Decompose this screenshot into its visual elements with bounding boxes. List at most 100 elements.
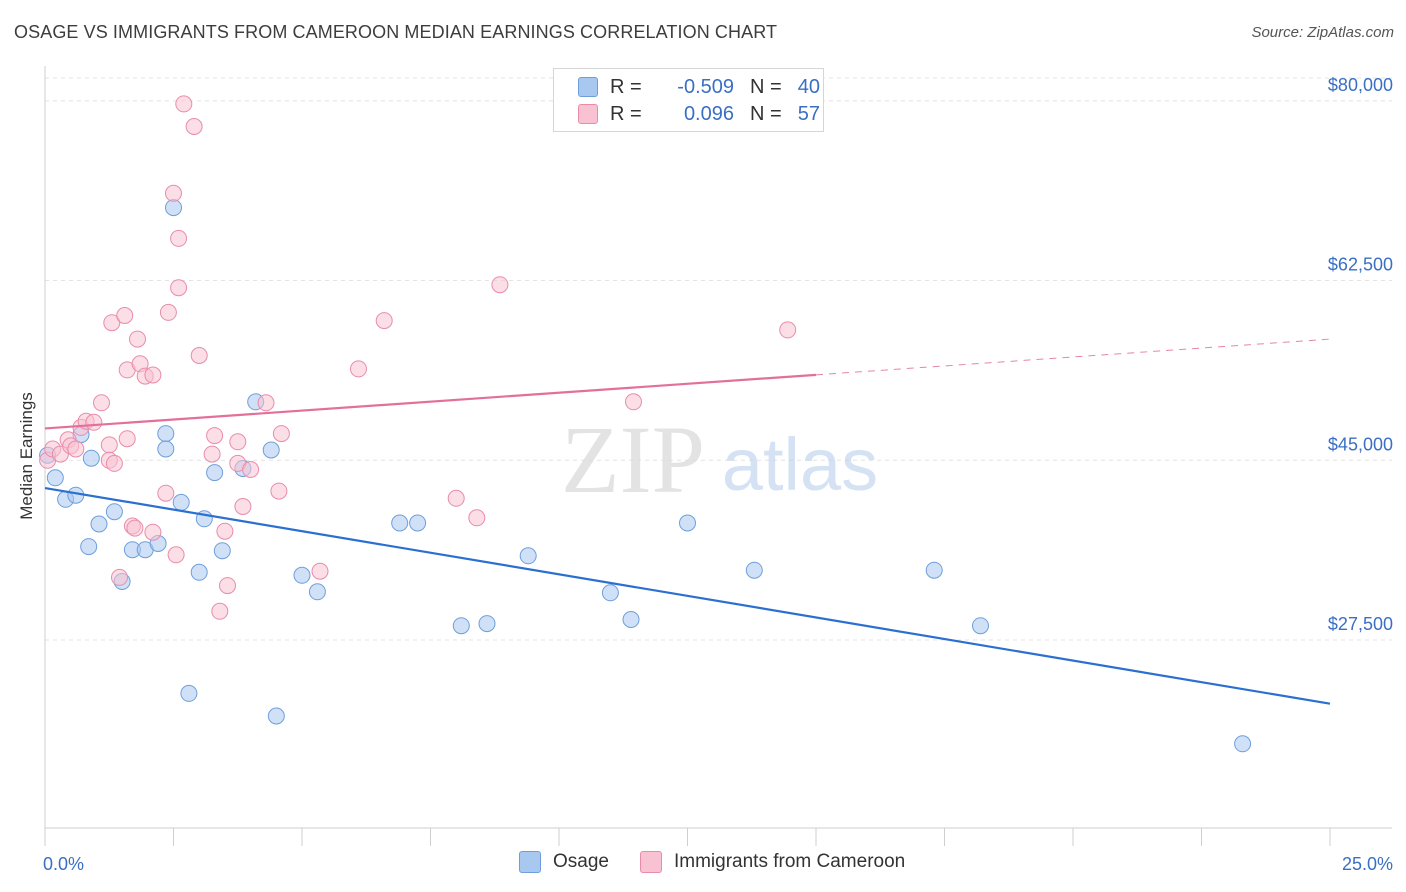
cameroon-point — [144, 523, 162, 541]
source-label: Source: ZipAtlas.com — [1251, 24, 1394, 41]
y-tick-label: $45,000 — [1328, 434, 1393, 454]
r-label: R = — [610, 102, 642, 125]
cameroon-swatch — [640, 851, 662, 873]
cameroon-point — [165, 184, 182, 202]
cameroon-point — [103, 314, 121, 332]
cameroon-point — [105, 454, 123, 472]
cameroon-point — [311, 562, 329, 580]
watermark-atlas: atlas — [722, 423, 878, 506]
osage-swatch — [519, 851, 541, 873]
cameroon-point — [234, 498, 252, 515]
legend-row-osage: R = -0.509 N = 40 — [578, 74, 820, 100]
cameroon-point — [447, 489, 465, 507]
data-points — [39, 95, 1252, 753]
legend-label: Osage — [553, 851, 609, 872]
legend-label: Immigrants from Cameroon — [674, 851, 906, 872]
osage-point — [478, 615, 496, 633]
r-value: 0.096 — [683, 102, 734, 125]
osage-point — [190, 563, 208, 581]
cameroon-point — [272, 425, 290, 443]
osage-trend-line — [44, 486, 1331, 705]
cameroon-point — [170, 229, 188, 247]
cameroon-point — [468, 509, 486, 527]
cameroon-point — [159, 303, 177, 321]
osage-point — [157, 425, 175, 443]
x-tick-label: 0.0% — [43, 854, 84, 874]
cameroon-point — [144, 366, 162, 384]
cameroon-point — [625, 393, 642, 411]
osage-point — [972, 617, 989, 635]
cameroon-point — [100, 436, 118, 454]
osage-point — [80, 538, 98, 556]
cameroon-point — [167, 546, 185, 564]
y-tick-label: $27,500 — [1328, 614, 1393, 634]
osage-point — [172, 493, 190, 511]
osage-point — [105, 503, 123, 521]
cameroon-swatch — [578, 104, 598, 124]
y-tick-label: $62,500 — [1328, 255, 1393, 275]
cameroon-point — [67, 440, 85, 458]
osage-point — [293, 566, 311, 584]
cameroon-point — [190, 347, 208, 364]
cameroon-point — [257, 394, 275, 412]
osage-point — [267, 707, 285, 725]
cameroon-trend-line — [44, 373, 817, 430]
osage-point — [452, 617, 470, 635]
osage-point — [519, 547, 537, 565]
trend-lines — [44, 338, 1331, 705]
legend-item-cameroon: Immigrants from Cameroon — [640, 851, 905, 873]
legend-row-cameroon: R = 0.096 N = 57 — [578, 101, 820, 127]
cameroon-point — [216, 522, 234, 540]
osage-point — [206, 464, 224, 482]
cameroon-point — [270, 482, 288, 500]
cameroon-point — [242, 461, 260, 478]
cameroon-point — [491, 276, 509, 294]
legend-item-osage: Osage — [519, 851, 609, 873]
r-value: -0.509 — [677, 75, 734, 98]
watermark-zip: ZIP — [561, 406, 705, 513]
osage-point — [679, 514, 696, 532]
osage-point — [409, 514, 427, 532]
cameroon-point — [118, 430, 136, 448]
cameroon-point — [93, 394, 110, 412]
osage-point — [90, 515, 108, 533]
cameroon-point — [375, 312, 393, 330]
cameroon-point — [185, 118, 203, 135]
series-legend: Osage Immigrants from Cameroon — [0, 851, 1406, 879]
cameroon-point — [350, 360, 367, 378]
y-tick-label: $80,000 — [1328, 75, 1393, 95]
cameroon-point — [175, 95, 193, 113]
x-tick-label: 25.0% — [1342, 854, 1393, 874]
r-label: R = — [610, 75, 642, 98]
osage-point — [745, 561, 763, 579]
cameroon-trend-line-extension — [815, 338, 1331, 376]
cameroon-point — [219, 577, 236, 595]
correlation-legend: R = -0.509 N = 40 R = 0.096 N = 57 — [553, 68, 824, 132]
watermark: ZIP atlas — [561, 406, 878, 513]
osage-point — [262, 441, 280, 459]
cameroon-point — [170, 279, 188, 297]
cameroon-point — [116, 307, 134, 324]
osage-point — [165, 199, 182, 217]
osage-point — [925, 561, 943, 579]
osage-point — [46, 469, 64, 487]
cameroon-point — [85, 413, 103, 431]
n-label: N = — [750, 75, 782, 98]
cameroon-point — [779, 321, 797, 339]
osage-point — [601, 584, 619, 602]
osage-point — [391, 514, 409, 532]
cameroon-point — [157, 484, 175, 502]
n-value: 40 — [797, 75, 820, 98]
n-value: 57 — [797, 102, 820, 125]
x-tick-labels: 0.0% 25.0% — [43, 854, 1393, 874]
osage-point — [157, 440, 175, 458]
cameroon-point — [203, 445, 221, 463]
osage-point — [1234, 735, 1252, 753]
cameroon-point — [126, 519, 144, 537]
cameroon-point — [129, 330, 146, 348]
cameroon-point — [229, 433, 247, 451]
n-label: N = — [750, 102, 782, 125]
osage-point — [622, 611, 640, 628]
osage-point — [213, 542, 231, 560]
